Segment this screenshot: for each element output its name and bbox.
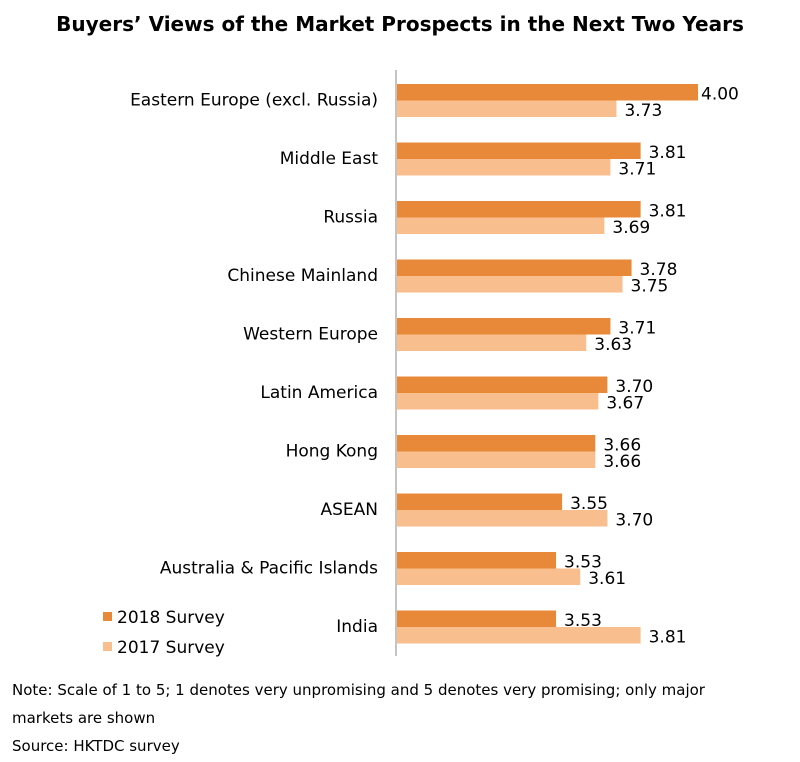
bar-chart: Eastern Europe (excl. Russia) 4.00 3.73 Mid…: [103, 70, 739, 658]
bar-2017: [397, 393, 599, 410]
category-label: Australia & Pacific Islands: [160, 559, 378, 579]
data-label: 3.81: [649, 628, 687, 648]
note-line-1: Note: Scale of 1 to 5; 1 denotes very un…: [12, 681, 705, 699]
bar-2017: [397, 627, 641, 644]
bar-2017: [397, 100, 617, 117]
data-label: 3.63: [594, 335, 632, 355]
bar-2017: [397, 451, 596, 468]
chart-title: Buyers’ Views of the Market Prospects in…: [56, 12, 744, 36]
category-label: Middle East: [280, 149, 379, 169]
data-label: 3.78: [640, 260, 678, 280]
data-label: 3.81: [649, 143, 687, 163]
source-line: Source: HKTDC survey: [12, 737, 180, 755]
legend-swatch: [103, 612, 112, 621]
data-label: 3.70: [615, 377, 653, 397]
bar-2018: [397, 259, 632, 276]
bar-2017: [397, 276, 623, 293]
data-label: 3.73: [624, 101, 662, 121]
data-label: 3.66: [603, 436, 641, 456]
bar-2018: [397, 376, 608, 393]
bar-2018: [397, 435, 596, 452]
category-label: Latin America: [260, 383, 378, 403]
data-label: 3.81: [649, 202, 687, 222]
category-label: Hong Kong: [286, 442, 378, 462]
data-label: 4.00: [701, 85, 739, 105]
category-label: Eastern Europe (excl. Russia): [130, 91, 378, 111]
data-label: 3.53: [564, 611, 602, 631]
category-label: Western Europe: [243, 325, 378, 345]
bar-2018: [397, 201, 641, 218]
notes-block: Note: Scale of 1 to 5; 1 denotes very un…: [12, 676, 792, 760]
category-label: ASEAN: [320, 500, 378, 520]
data-label: 3.71: [618, 160, 656, 180]
bar-2018: [397, 318, 611, 335]
category-label: Chinese Mainland: [227, 266, 378, 286]
data-label: 3.75: [631, 277, 669, 297]
bar-2017: [397, 568, 581, 585]
bar-2017: [397, 510, 608, 527]
data-label: 3.67: [606, 394, 644, 414]
note-line-2: markets are shown: [12, 709, 156, 727]
bar-2017: [397, 159, 611, 176]
legend-label: 2018 Survey: [117, 608, 225, 628]
data-label: 3.66: [603, 452, 641, 472]
legend-swatch: [103, 642, 112, 651]
data-label: 3.70: [615, 511, 653, 531]
data-label: 3.69: [612, 218, 650, 238]
data-label: 3.53: [564, 553, 602, 573]
legend-label: 2017 Survey: [117, 638, 225, 658]
data-label: 3.71: [618, 319, 656, 339]
data-label: 3.61: [588, 569, 626, 589]
bar-2018: [397, 610, 557, 627]
bar-2017: [397, 217, 605, 234]
category-label: India: [336, 617, 378, 637]
bar-2018: [397, 552, 557, 569]
data-label: 3.55: [570, 494, 608, 514]
category-label: Russia: [323, 208, 378, 228]
bar-2017: [397, 334, 587, 351]
bar-2018: [397, 142, 641, 159]
bar-2018: [397, 84, 698, 101]
bar-2018: [397, 493, 563, 510]
